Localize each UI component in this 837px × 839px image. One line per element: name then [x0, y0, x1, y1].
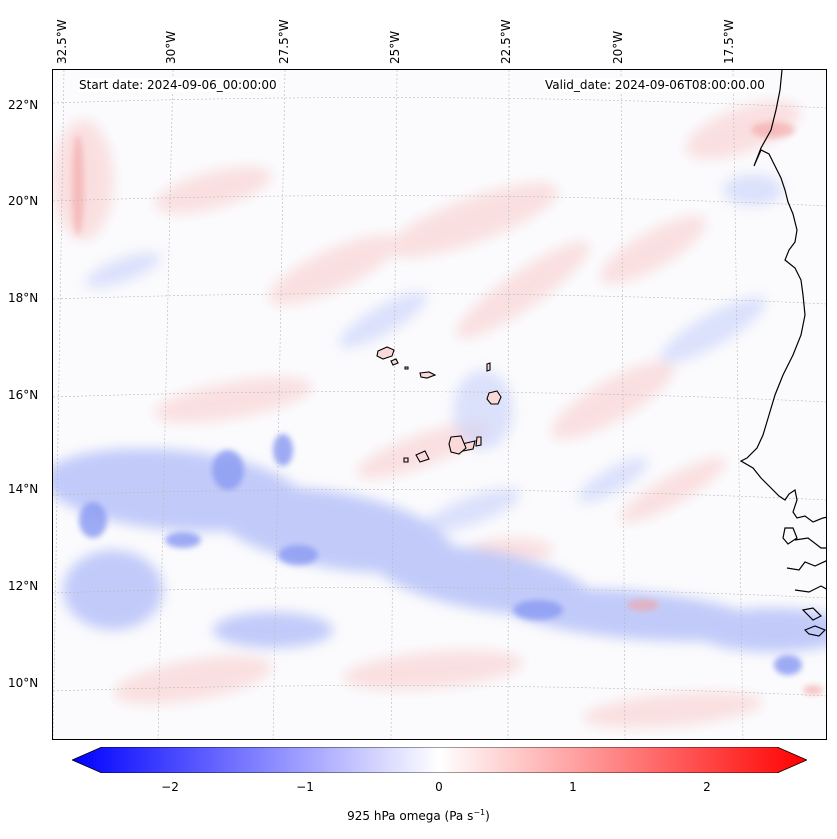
lon-label-32-5w: 32.5°W [55, 19, 69, 64]
lat-label-20n: 20°N [8, 194, 39, 208]
lon-label-22-5w: 22.5°W [499, 19, 513, 64]
colorbar-label-text: 925 hPa omega (Pa s [347, 809, 474, 823]
colorbar-tick-1: 1 [569, 780, 577, 794]
strong-rising-cells [79, 434, 802, 675]
strong-sinking-cells [72, 122, 823, 695]
colorbar [70, 746, 809, 777]
colorbar-tick-minus1: −1 [296, 780, 314, 794]
cape-verde-islands [376, 346, 502, 463]
lon-label-20w: 20°W [611, 30, 625, 64]
colorbar-tick-2: 2 [703, 780, 711, 794]
negative-omega-patches [85, 174, 783, 532]
map-panel [52, 69, 827, 740]
colorbar-label-close: ) [485, 809, 490, 823]
colorbar-gradient [70, 746, 809, 777]
colorbar-label: 925 hPa omega (Pa s−1) [0, 808, 837, 823]
positive-omega-patches [53, 100, 800, 728]
lat-label-14n: 14°N [8, 482, 39, 496]
lon-label-25w: 25°W [388, 30, 402, 64]
lon-label-27-5w: 27.5°W [277, 19, 291, 64]
graticule [53, 70, 826, 739]
lat-label-18n: 18°N [8, 291, 39, 305]
colorbar-label-exponent: −1 [473, 808, 486, 817]
lat-label-12n: 12°N [8, 579, 39, 593]
colorbar-tick-0: 0 [435, 780, 443, 794]
lon-label-30w: 30°W [164, 30, 178, 64]
start-date-label: Start date: 2024-09-06_00:00:00 [79, 78, 277, 92]
lat-label-16n: 16°N [8, 388, 39, 402]
lon-label-17-5w: 17.5°W [722, 19, 736, 64]
colorbar-tick-minus2: −2 [161, 780, 179, 794]
lat-label-22n: 22°N [8, 98, 39, 112]
lat-label-10n: 10°N [8, 676, 39, 690]
omega-field-map [53, 70, 826, 739]
valid-date-label: Valid_date: 2024-09-06T08:00:00.00 [545, 78, 765, 92]
african-coastline [739, 70, 826, 637]
